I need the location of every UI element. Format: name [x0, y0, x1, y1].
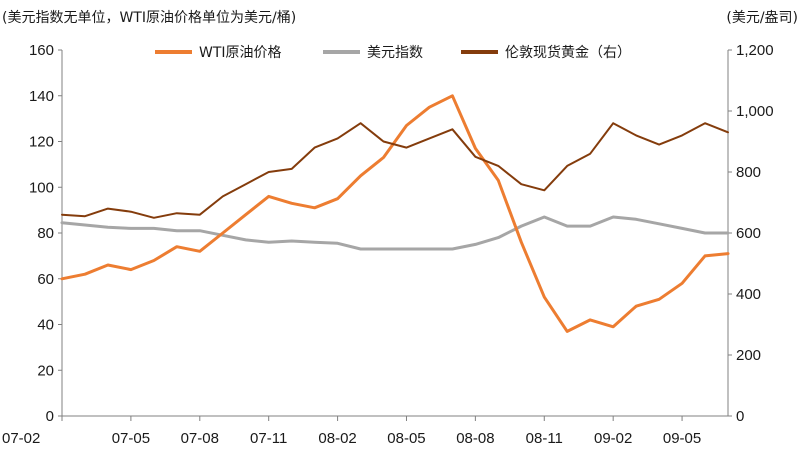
x-tick-label: 08-05 — [387, 430, 425, 447]
left-axis-title: (美元指数无单位，WTI原油价格单位为美元/桶) — [2, 10, 296, 26]
legend-label-wti: WTI原油价格 — [199, 45, 282, 61]
left-tick-label: 60 — [37, 271, 54, 288]
x-tick-label: 08-11 — [526, 430, 563, 447]
left-tick-label: 140 — [29, 88, 54, 105]
series-layer — [60, 94, 730, 333]
right-tick-label: 0 — [736, 408, 744, 425]
right-axis-ticks: 0 200 400 600 800 1,000 1,200 — [728, 42, 774, 425]
x-tick-label: 07-08 — [181, 430, 219, 447]
x-tick-label: 07-02 — [2, 430, 40, 447]
left-tick-label: 120 — [29, 134, 54, 151]
series-line-wti — [60, 94, 730, 333]
series-line-gold — [61, 122, 729, 219]
x-tick-label: 08-02 — [318, 430, 356, 447]
left-tick-label: 0 — [46, 408, 54, 425]
x-tick-label: 09-05 — [663, 430, 701, 447]
right-tick-label: 600 — [736, 225, 761, 242]
left-tick-label: 20 — [37, 362, 54, 379]
legend-label-gold: 伦敦现货黄金（右） — [505, 44, 631, 61]
plot-frame — [61, 50, 729, 417]
x-tick-label: 07-11 — [250, 430, 287, 447]
left-tick-label: 100 — [29, 179, 54, 196]
left-axis-ticks: 0 20 40 60 80 100 120 140 160 — [29, 42, 62, 425]
x-tick-label: 09-02 — [594, 430, 632, 447]
x-tick-label: 07-05 — [112, 430, 150, 447]
right-tick-label: 1,200 — [736, 42, 774, 59]
left-tick-label: 160 — [29, 42, 54, 59]
left-tick-label: 40 — [37, 317, 54, 334]
x-tick-label: 08-08 — [456, 430, 494, 447]
left-tick-label: 80 — [37, 225, 54, 242]
legend: WTI原油价格 美元指数 伦敦现货黄金（右） — [155, 44, 631, 61]
right-tick-label: 800 — [736, 164, 761, 181]
right-tick-label: 200 — [736, 347, 761, 364]
right-tick-label: 400 — [736, 286, 761, 303]
x-axis-ticks: 07-02 07-05 07-08 07-11 08-02 08-05 08-08 08-11… — [2, 416, 701, 447]
right-tick-label: 1,000 — [736, 103, 774, 120]
legend-label-usd-index: 美元指数 — [367, 45, 423, 61]
series-line-usd-index — [60, 215, 730, 251]
right-axis-title: (美元/盎司) — [726, 10, 798, 26]
